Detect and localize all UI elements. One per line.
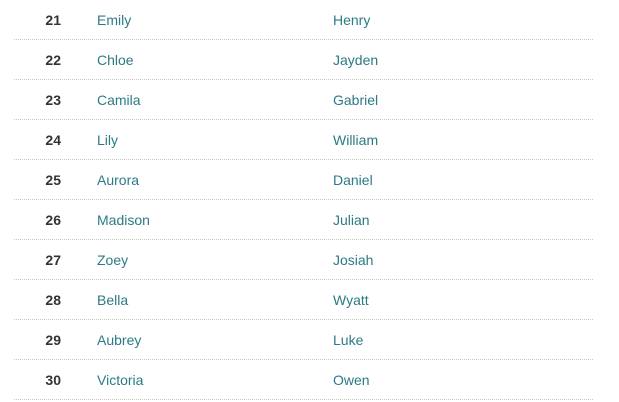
- boy-name-link[interactable]: Henry: [333, 12, 371, 28]
- boy-name-link[interactable]: Wyatt: [333, 292, 369, 308]
- table-row: 22 Chloe Jayden: [14, 40, 593, 80]
- boy-name-link[interactable]: Gabriel: [333, 92, 379, 108]
- table-row: 28 Bella Wyatt: [14, 280, 593, 320]
- boy-name-link[interactable]: Josiah: [333, 252, 374, 268]
- table-row: 27 Zoey Josiah: [14, 240, 593, 280]
- boy-name-link[interactable]: Owen: [333, 372, 370, 388]
- table-row: 24 Lily William: [14, 120, 593, 160]
- table-row: 30 Victoria Owen: [14, 360, 593, 400]
- table-row: 21 Emily Henry: [14, 0, 593, 40]
- names-table: 21 Emily Henry 22 Chloe Jayden 23 Camila Gabriel…: [14, 0, 593, 400]
- rank-cell: 28: [45, 292, 61, 308]
- table-row: 26 Madison Julian: [14, 200, 593, 240]
- rank-cell: 22: [45, 52, 61, 68]
- boy-name-link[interactable]: Jayden: [333, 52, 379, 68]
- girl-name-link[interactable]: Victoria: [97, 372, 144, 388]
- girl-name-link[interactable]: Lily: [97, 132, 119, 148]
- rank-cell: 27: [45, 252, 61, 268]
- rank-cell: 29: [45, 332, 61, 348]
- girl-name-link[interactable]: Madison: [97, 212, 150, 228]
- girl-name-link[interactable]: Aubrey: [97, 332, 142, 348]
- boy-name-link[interactable]: Julian: [333, 212, 370, 228]
- girl-name-link[interactable]: Camila: [97, 92, 141, 108]
- rank-cell: 23: [45, 92, 61, 108]
- table-row: 25 Aurora Daniel: [14, 160, 593, 200]
- rank-cell: 25: [45, 172, 61, 188]
- boy-name-link[interactable]: Luke: [333, 332, 364, 348]
- boy-name-link[interactable]: Daniel: [333, 172, 373, 188]
- girl-name-link[interactable]: Emily: [97, 12, 132, 28]
- girl-name-link[interactable]: Bella: [97, 292, 129, 308]
- girl-name-link[interactable]: Aurora: [97, 172, 140, 188]
- rank-cell: 26: [45, 212, 61, 228]
- boy-name-link[interactable]: William: [333, 132, 379, 148]
- rank-cell: 24: [45, 132, 61, 148]
- girl-name-link[interactable]: Chloe: [97, 52, 134, 68]
- girl-name-link[interactable]: Zoey: [97, 252, 129, 268]
- rank-cell: 21: [45, 12, 61, 28]
- table-row: 23 Camila Gabriel: [14, 80, 593, 120]
- table-row: 29 Aubrey Luke: [14, 320, 593, 360]
- rank-cell: 30: [45, 372, 61, 388]
